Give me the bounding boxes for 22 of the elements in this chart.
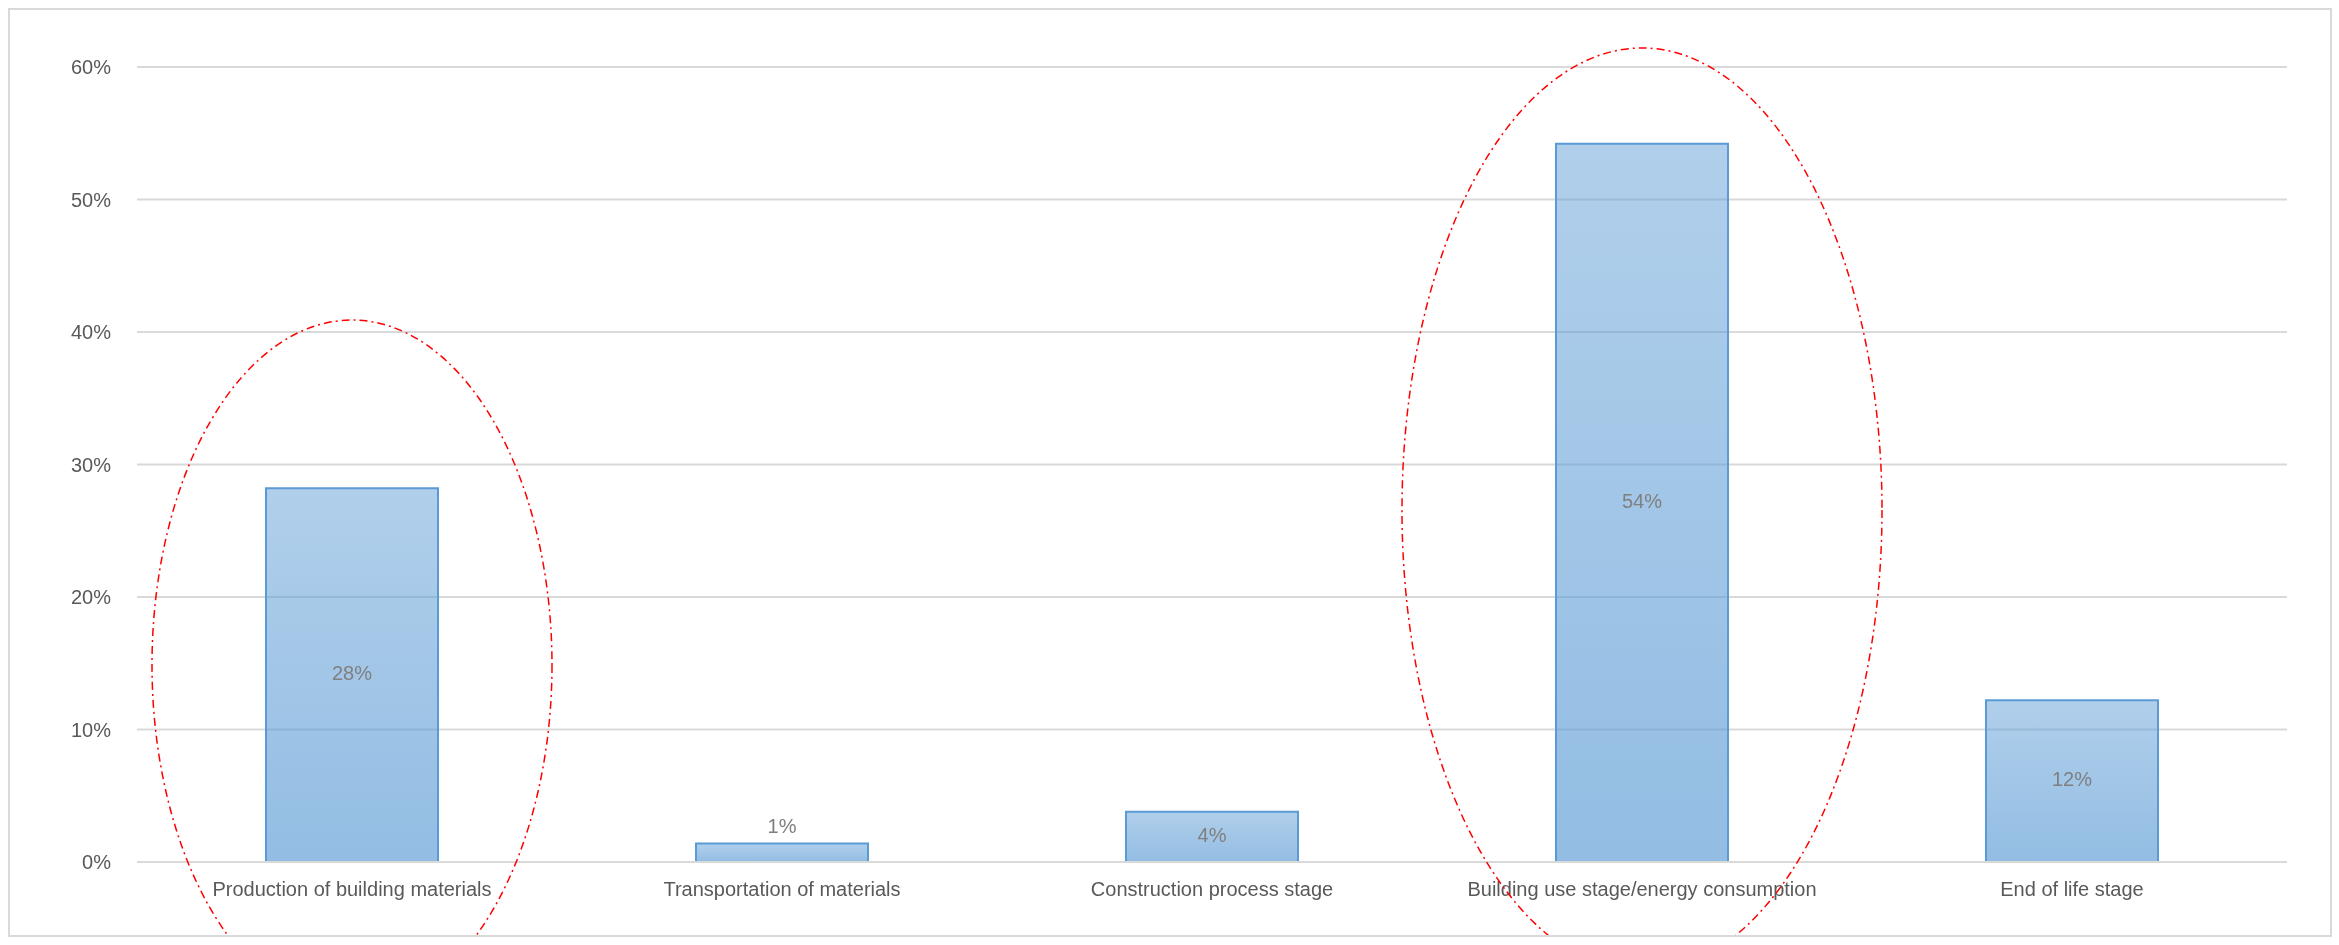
- data-label: 1%: [767, 815, 797, 838]
- bar: [695, 842, 869, 862]
- data-label: 54%: [1621, 490, 1663, 513]
- x-tick-label: Construction process stage: [1090, 878, 1334, 901]
- x-tick-label: End of life stage: [2000, 878, 2144, 901]
- bar: [1555, 142, 1729, 862]
- y-tick-label: 0%: [82, 851, 112, 874]
- data-label: 12%: [2051, 768, 2093, 791]
- data-label: 28%: [331, 662, 373, 685]
- data-label: 4%: [1197, 824, 1227, 847]
- y-tick-label: 40%: [70, 321, 112, 344]
- bar: [1125, 810, 1299, 862]
- bar: [265, 487, 439, 862]
- y-tick-label: 10%: [70, 718, 112, 741]
- y-tick-label: 30%: [70, 453, 112, 476]
- x-tick-label: Production of building materials: [212, 878, 492, 901]
- bar: [1985, 699, 2159, 862]
- y-tick-label: 20%: [70, 586, 112, 609]
- y-tick-label: 60%: [70, 56, 112, 79]
- y-tick-label: 50%: [70, 188, 112, 211]
- x-tick-label: Building use stage/energy consumption: [1467, 878, 1817, 901]
- x-tick-label: Transportation of materials: [663, 878, 901, 901]
